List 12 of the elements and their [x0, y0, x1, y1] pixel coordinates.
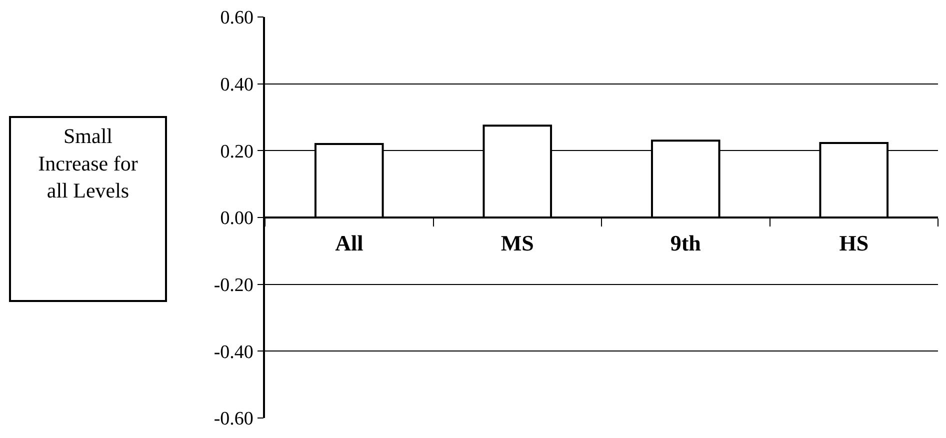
y-tick-label: -0.60 — [214, 408, 254, 430]
y-tick-label: -0.40 — [214, 342, 254, 363]
text: Small Increase for all Levels — [38, 124, 138, 203]
y-tick-label: 0.00 — [220, 208, 254, 230]
y-tick-label: 0.40 — [220, 74, 254, 96]
x-tick-label: MS — [500, 230, 534, 256]
y-tick-label: 0.20 — [220, 141, 254, 162]
x-tick-label: 9th — [670, 230, 701, 256]
y-tick-label: -0.20 — [214, 274, 254, 296]
x-tick-label: HS — [839, 230, 869, 256]
x-tick-label: All — [335, 230, 364, 256]
y-tick-label: 0.60 — [220, 8, 254, 29]
